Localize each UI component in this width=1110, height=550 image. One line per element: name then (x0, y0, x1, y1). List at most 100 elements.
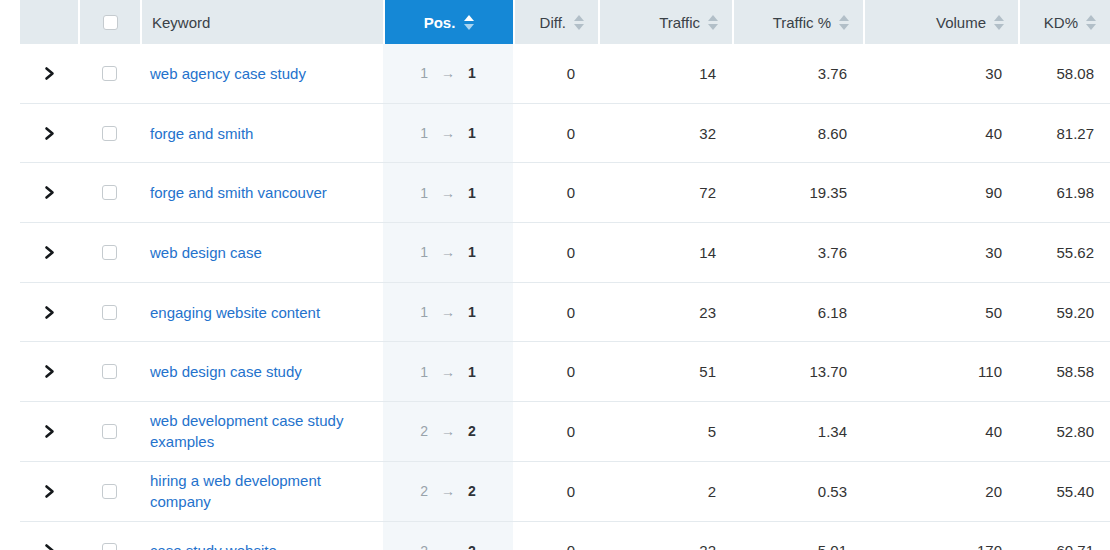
chevron-right-icon (44, 185, 55, 200)
volume-value: 20 (863, 462, 1018, 521)
column-header-volume[interactable]: Volume (863, 0, 1018, 44)
traffic-percent-value: 19.35 (732, 163, 863, 222)
row-checkbox[interactable] (102, 364, 117, 379)
kd-value: 81.27 (1018, 104, 1110, 163)
keyword-link[interactable]: web design case (150, 242, 262, 263)
column-header-kd[interactable]: KD% (1018, 0, 1110, 44)
column-header-traffic[interactable]: Traffic (598, 0, 732, 44)
traffic-percent-value: 0.53 (732, 462, 863, 521)
row-checkbox[interactable] (102, 424, 117, 439)
row-checkbox[interactable] (102, 543, 117, 550)
table-body: web agency case study 1 → 1 0 14 3.76 30… (0, 44, 1110, 550)
position-old-value: 1 (420, 304, 428, 320)
table-row: web agency case study 1 → 1 0 14 3.76 30… (20, 44, 1110, 104)
position-cell: 1 → 1 (383, 223, 513, 282)
column-header-diff[interactable]: Diff. (513, 0, 598, 44)
column-header-diff-label: Diff. (540, 14, 566, 31)
traffic-percent-value: 3.76 (732, 44, 863, 103)
sort-icon (839, 15, 849, 30)
position-old-value: 1 (420, 244, 428, 260)
position-arrow-icon: → (441, 483, 455, 499)
keyword-link[interactable]: forge and smith vancouver (150, 182, 327, 203)
sort-icon (994, 15, 1004, 30)
position-new-value: 1 (468, 304, 476, 320)
row-checkbox[interactable] (102, 305, 117, 320)
expand-row-button[interactable] (20, 402, 78, 461)
volume-value: 30 (863, 223, 1018, 282)
row-checkbox-cell (78, 283, 140, 342)
position-old-value: 2 (420, 543, 428, 550)
expand-row-button[interactable] (20, 342, 78, 401)
volume-value: 90 (863, 163, 1018, 222)
row-checkbox-cell (78, 163, 140, 222)
position-old-value: 1 (420, 65, 428, 81)
kd-value: 55.62 (1018, 223, 1110, 282)
traffic-value: 23 (598, 283, 732, 342)
sort-icon (708, 15, 718, 30)
expand-row-button[interactable] (20, 163, 78, 222)
keyword-link[interactable]: case study website (150, 540, 277, 550)
expand-row-button[interactable] (20, 223, 78, 282)
row-checkbox[interactable] (102, 66, 117, 81)
keyword-link[interactable]: hiring a web development company (150, 470, 367, 512)
column-header-keyword[interactable]: Keyword (140, 0, 383, 44)
row-checkbox[interactable] (102, 245, 117, 260)
keyword-link[interactable]: engaging website content (150, 302, 320, 323)
expand-row-button[interactable] (20, 522, 78, 550)
position-cell: 2 → 2 (383, 462, 513, 521)
keyword-link[interactable]: web agency case study (150, 63, 306, 84)
table-row: case study website 2 → 2 0 22 5.01 170 6… (20, 522, 1110, 550)
keyword-link[interactable]: web design case study (150, 361, 302, 382)
header-select-all-cell (78, 0, 140, 44)
position-arrow-icon: → (441, 543, 455, 550)
diff-value: 0 (513, 283, 598, 342)
sort-icon (574, 15, 584, 30)
keyword-cell: web development case study examples (140, 402, 383, 461)
position-old-value: 2 (420, 423, 428, 439)
position-arrow-icon: → (441, 125, 455, 141)
volume-value: 170 (863, 522, 1018, 550)
select-all-checkbox[interactable] (103, 15, 118, 30)
column-header-pos[interactable]: Pos. (383, 0, 513, 44)
diff-value: 0 (513, 402, 598, 461)
kd-value: 60.71 (1018, 522, 1110, 550)
chevron-right-icon (44, 126, 55, 141)
position-new-value: 1 (468, 244, 476, 260)
row-checkbox[interactable] (102, 126, 117, 141)
position-arrow-icon: → (441, 244, 455, 260)
chevron-right-icon (44, 66, 55, 81)
keyword-position-table: Keyword Pos. Diff. Traffic Traffic % Vol… (0, 0, 1110, 550)
position-cell: 1 → 1 (383, 342, 513, 401)
kd-value: 58.58 (1018, 342, 1110, 401)
keyword-link[interactable]: web development case study examples (150, 410, 367, 452)
expand-row-button[interactable] (20, 44, 78, 103)
diff-value: 0 (513, 44, 598, 103)
expand-row-button[interactable] (20, 283, 78, 342)
traffic-value: 14 (598, 44, 732, 103)
table-row: hiring a web development company 2 → 2 0… (20, 462, 1110, 522)
keyword-cell: web agency case study (140, 44, 383, 103)
volume-value: 30 (863, 44, 1018, 103)
diff-value: 0 (513, 223, 598, 282)
row-checkbox-cell (78, 223, 140, 282)
traffic-percent-value: 1.34 (732, 402, 863, 461)
expand-row-button[interactable] (20, 462, 78, 521)
traffic-percent-value: 8.60 (732, 104, 863, 163)
traffic-value: 5 (598, 402, 732, 461)
position-cell: 1 → 1 (383, 44, 513, 103)
keyword-cell: web design case (140, 223, 383, 282)
table-header: Keyword Pos. Diff. Traffic Traffic % Vol… (20, 0, 1110, 44)
position-cell: 2 → 2 (383, 522, 513, 550)
column-header-traffic-percent[interactable]: Traffic % (732, 0, 863, 44)
expand-row-button[interactable] (20, 104, 78, 163)
keyword-link[interactable]: forge and smith (150, 123, 253, 144)
keyword-cell: case study website (140, 522, 383, 550)
position-new-value: 2 (468, 423, 476, 439)
kd-value: 55.40 (1018, 462, 1110, 521)
chevron-right-icon (44, 424, 55, 439)
keyword-cell: web design case study (140, 342, 383, 401)
row-checkbox[interactable] (102, 484, 117, 499)
row-checkbox[interactable] (102, 185, 117, 200)
diff-value: 0 (513, 342, 598, 401)
kd-value: 52.80 (1018, 402, 1110, 461)
